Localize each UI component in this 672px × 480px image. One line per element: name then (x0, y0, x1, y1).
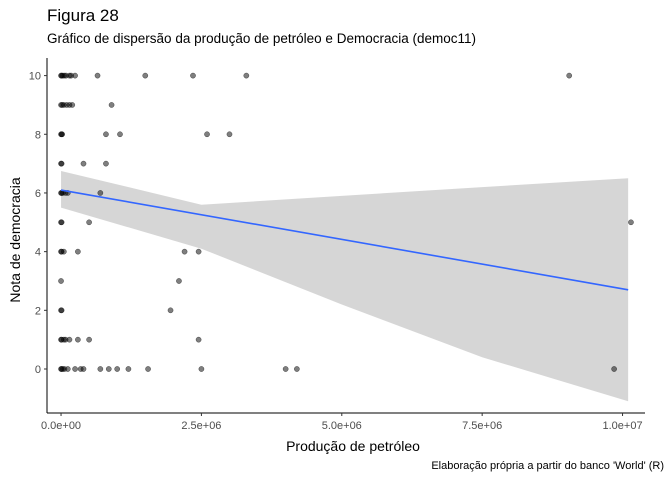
data-point (114, 366, 121, 372)
y-tick-label: 6 (35, 188, 41, 200)
data-point (80, 366, 87, 372)
data-point (243, 72, 250, 79)
axes-layer: 0 2 4 6 8 10 0.0e+00 2.5e+06 5.0e+06 7.5e+06 1.0e+… (29, 58, 645, 432)
data-point (58, 160, 65, 167)
data-point (198, 366, 205, 372)
data-point (204, 131, 210, 138)
y-tick-label: 8 (35, 129, 41, 141)
data-point (64, 366, 71, 372)
x-axis-title: Produção de petróleo (286, 438, 420, 454)
data-point (58, 307, 65, 314)
y-tick-label: 10 (29, 71, 41, 83)
data-point (66, 336, 73, 343)
data-point (59, 131, 66, 138)
data-point (125, 366, 132, 372)
data-point (226, 131, 233, 138)
x-tick-label: 5.0e+06 (322, 420, 362, 432)
data-point (142, 72, 149, 79)
data-point (195, 248, 202, 255)
confidence-band-layer (61, 170, 629, 402)
data-point (282, 366, 289, 372)
data-point (75, 336, 81, 343)
y-axis-title: Nota de democracia (7, 177, 23, 303)
trend-line-layer (60, 189, 629, 291)
data-point (97, 190, 104, 196)
chart-title: Figura 28 (47, 6, 119, 25)
data-point (60, 248, 67, 255)
data-points-layer (58, 72, 634, 372)
data-point (145, 366, 151, 372)
y-tick-label: 0 (35, 364, 41, 376)
data-point (86, 336, 92, 343)
data-point (103, 131, 109, 138)
data-point (628, 219, 634, 226)
chart-caption: Elaboração própria a partir do banco 'Wo… (431, 460, 664, 472)
data-point (69, 102, 76, 108)
data-point (566, 72, 573, 79)
data-point (181, 248, 188, 255)
data-point (294, 366, 300, 372)
data-point (108, 102, 115, 108)
data-point (86, 219, 92, 226)
y-tick-label: 2 (35, 305, 41, 317)
data-point (103, 160, 109, 167)
data-point (94, 72, 101, 79)
y-tick-label: 4 (35, 247, 41, 259)
data-point (611, 366, 617, 372)
confidence-band (61, 170, 629, 402)
chart-subtitle: Gráfico de dispersão da produção de petr… (47, 31, 476, 46)
x-tick-label: 7.5e+06 (462, 420, 502, 432)
data-point (72, 72, 78, 79)
data-point (58, 219, 65, 226)
data-point (167, 307, 174, 314)
x-tick-label: 1.0e+07 (603, 420, 643, 432)
data-point (58, 278, 64, 284)
trend-line (60, 189, 629, 291)
data-point (97, 366, 104, 372)
x-tick-label: 2.5e+06 (181, 420, 221, 432)
x-tick-label: 0.0e+00 (41, 420, 81, 432)
data-point (190, 72, 196, 79)
data-point (72, 366, 78, 372)
data-point (75, 248, 81, 255)
data-point (176, 278, 182, 284)
data-point (195, 336, 202, 343)
data-point (117, 131, 123, 138)
data-point (105, 366, 112, 372)
data-point (80, 160, 87, 167)
